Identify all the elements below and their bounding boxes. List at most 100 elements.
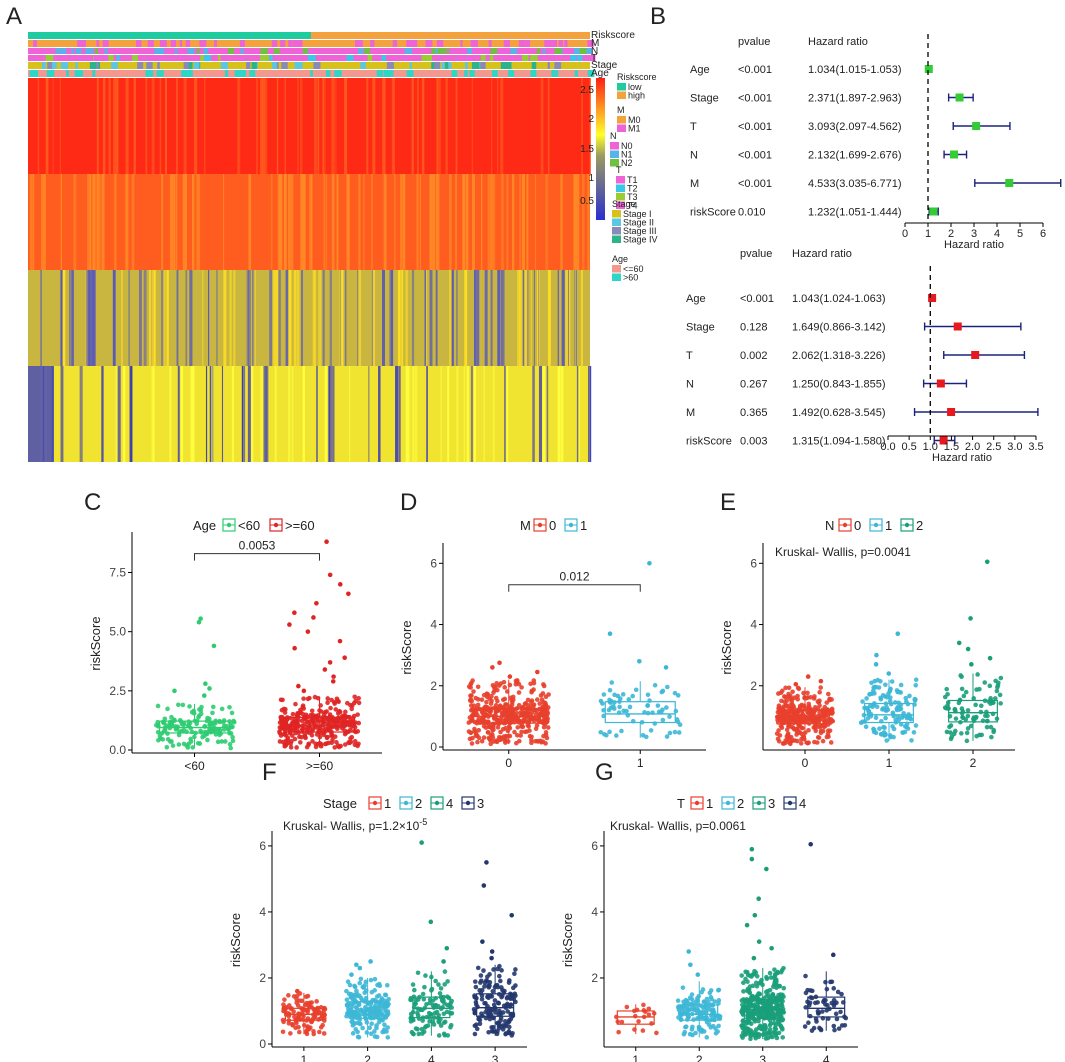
data-point — [322, 1018, 327, 1023]
data-point — [497, 704, 503, 709]
data-point — [817, 1025, 822, 1031]
data-point — [609, 680, 615, 685]
y-tick-label: 5.0 — [109, 625, 126, 639]
heatmap-stripe — [62, 270, 66, 366]
data-point — [689, 996, 695, 1002]
heatmap-stripe — [497, 270, 501, 366]
row-hazard-ratio: 3.093(2.097-4.562) — [808, 121, 902, 133]
data-point — [467, 736, 473, 742]
data-point — [806, 1020, 811, 1026]
legend-label: 2 — [737, 796, 744, 811]
data-point — [329, 731, 334, 737]
data-point — [337, 638, 343, 644]
row-pvalue: 0.003 — [740, 436, 768, 448]
heatmap-stripe — [445, 78, 448, 174]
heatmap-stripe — [492, 174, 496, 270]
legend-key-dot — [568, 522, 574, 528]
heatmap-stripe — [145, 78, 148, 174]
legend-label: 1 — [706, 796, 713, 811]
data-point — [645, 692, 651, 698]
data-point — [368, 1001, 374, 1006]
data-point — [648, 728, 654, 733]
data-point — [825, 691, 831, 697]
data-point — [608, 705, 614, 710]
heatmap-stripe — [588, 366, 590, 462]
y-axis-title: riskScore — [719, 620, 734, 674]
data-point — [777, 733, 783, 738]
data-point — [327, 572, 333, 578]
data-point — [175, 724, 181, 730]
heatmap-stripe — [383, 78, 386, 174]
data-point — [772, 1015, 777, 1020]
data-point — [971, 696, 977, 701]
test-annotation: Kruskal- Wallis, p=1.2×10-5 — [283, 817, 427, 833]
row-hazard-ratio: 2.371(1.897-2.963) — [808, 93, 902, 105]
annotation-cell — [69, 55, 77, 61]
data-point — [747, 1002, 752, 1008]
data-point — [708, 988, 714, 993]
data-point — [885, 707, 891, 713]
data-point — [202, 729, 208, 735]
data-point — [772, 1025, 778, 1031]
panel-letter-F: F — [262, 759, 277, 786]
heatmap-block-bg — [28, 270, 590, 366]
data-point — [445, 1033, 451, 1038]
heatmap-stripe — [73, 174, 77, 270]
data-point — [342, 742, 348, 747]
heatmap-stripe — [557, 270, 560, 366]
data-point — [481, 723, 487, 729]
data-point — [680, 985, 686, 990]
data-point — [408, 1015, 414, 1021]
data-point — [377, 983, 383, 989]
heatmap-stripe — [500, 78, 504, 174]
data-point — [744, 922, 750, 928]
data-point — [964, 730, 970, 736]
data-point — [471, 689, 476, 694]
annotation-cell — [203, 48, 208, 54]
data-point — [301, 1022, 307, 1028]
data-point — [618, 696, 623, 701]
data-point — [436, 1033, 442, 1038]
heatmap-stripe — [501, 270, 505, 366]
legend-label: high — [628, 91, 645, 101]
heatmap-stripe — [264, 78, 268, 174]
annotation-cell — [224, 70, 229, 77]
annotation-cell — [145, 70, 154, 77]
heatmap-stripe — [246, 270, 250, 366]
data-point — [507, 719, 512, 725]
data-point — [911, 730, 917, 735]
heatmap-stripe — [322, 270, 325, 366]
hr-point — [947, 408, 956, 416]
x-tick-label: 3.5 — [1028, 441, 1043, 453]
data-point — [201, 693, 207, 698]
heatmap-stripe — [363, 174, 365, 270]
data-point — [495, 718, 500, 723]
legend-swatch — [610, 150, 619, 158]
heatmap-block-bg — [28, 366, 590, 462]
annotation-cell — [28, 32, 311, 39]
data-point — [620, 692, 626, 697]
data-point — [802, 695, 807, 701]
data-point — [991, 700, 996, 705]
heatmap-block — [28, 270, 590, 366]
annotation-cell — [547, 62, 550, 69]
data-point — [988, 724, 994, 730]
data-point — [448, 1024, 453, 1030]
row-hazard-ratio: 1.492(0.628-3.545) — [792, 407, 886, 419]
data-point — [481, 735, 487, 740]
data-point — [488, 701, 494, 706]
data-point — [975, 672, 980, 677]
data-point — [500, 697, 506, 703]
heatmap-stripe — [159, 78, 162, 174]
data-point — [776, 691, 781, 696]
data-point — [827, 728, 833, 733]
data-point — [912, 696, 918, 702]
heatmap-stripe — [324, 78, 326, 174]
annotation-cell — [79, 40, 86, 47]
data-point — [989, 734, 994, 740]
data-point — [749, 856, 755, 862]
heatmap-stripe — [547, 78, 550, 174]
annotation-cell — [587, 70, 595, 77]
legend-label: low — [628, 82, 642, 92]
data-point — [700, 1009, 706, 1015]
